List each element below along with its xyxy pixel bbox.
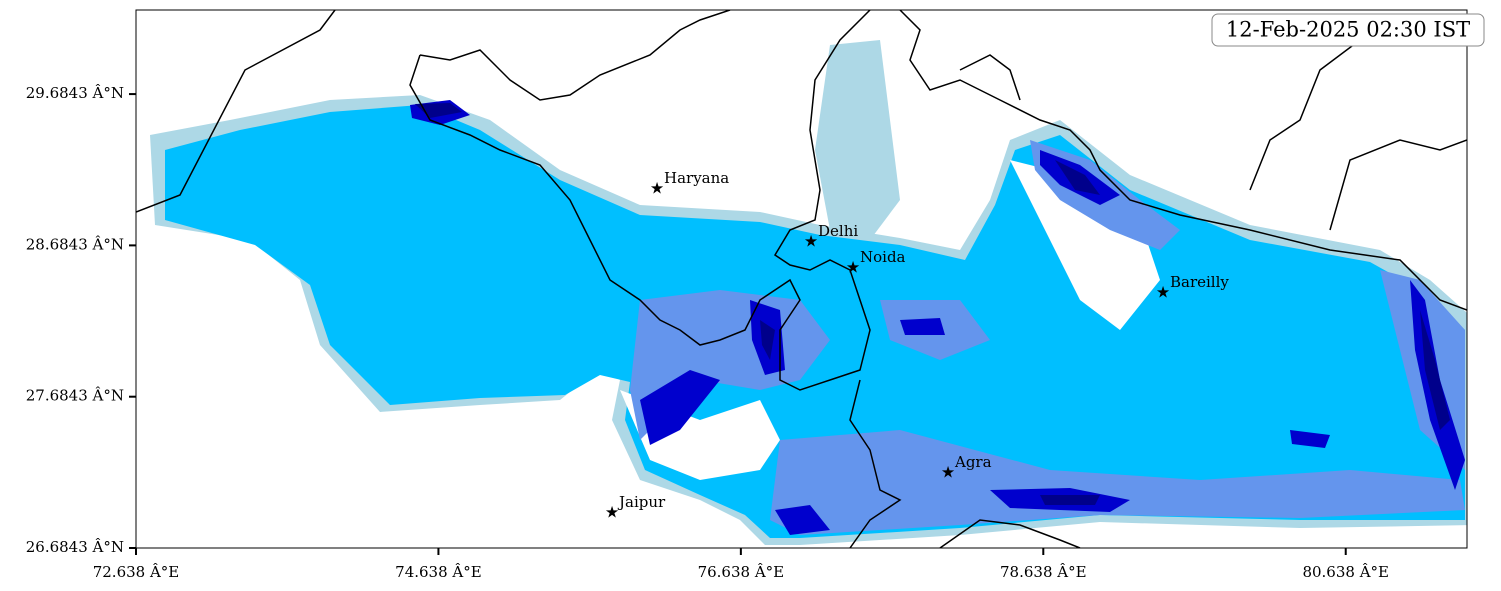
x-tick-label: 80.638 Â°E <box>1302 563 1389 581</box>
x-tick-label: 78.638 Â°E <box>1000 563 1087 581</box>
city-label: Delhi <box>818 222 858 240</box>
y-tick-label: 29.6843 Â°N <box>26 84 124 102</box>
y-tick-label: 27.6843 Â°N <box>26 387 124 405</box>
city-label: Noida <box>860 248 906 266</box>
timestamp-box: 12-Feb-2025 02:30 IST <box>1211 13 1485 47</box>
city-label: Jaipur <box>617 493 666 511</box>
contour-light <box>815 40 900 240</box>
contour-cyan <box>620 160 1160 480</box>
city-marker: ★ <box>846 258 860 277</box>
y-tick-label: 26.6843 Â°N <box>26 538 124 556</box>
city-marker: ★ <box>804 232 818 251</box>
x-tick-label: 72.638 Â°E <box>93 563 180 581</box>
plot-frame <box>135 9 1468 549</box>
timestamp-frame <box>1211 13 1485 47</box>
x-tick-label: 76.638 Â°E <box>698 563 785 581</box>
axes: 72.638 Â°E 74.638 Â°E 76.638 Â°E 78.638 Â°E… <box>26 84 1389 581</box>
city-marker: ★ <box>941 463 955 482</box>
borders <box>136 10 1467 548</box>
y-tick-label: 28.6843 Â°N <box>26 235 124 253</box>
city-marker: ★ <box>650 179 664 198</box>
city-label: Agra <box>954 453 992 471</box>
city-marker: ★ <box>1156 283 1170 302</box>
x-tick-label: 74.638 Â°E <box>395 563 482 581</box>
city-marker: ★ <box>605 503 619 522</box>
contour-medium <box>630 140 1465 535</box>
city-label: Bareilly <box>1170 273 1229 291</box>
city-label: Haryana <box>664 169 729 187</box>
timestamp: 12-Feb-2025 02:30 IST <box>1226 18 1470 42</box>
cities: ★Haryana★Delhi★Noida★Bareilly★Agra★Jaipu… <box>605 169 1230 522</box>
contour-dark <box>410 100 1465 535</box>
rain-contours <box>150 40 1467 545</box>
